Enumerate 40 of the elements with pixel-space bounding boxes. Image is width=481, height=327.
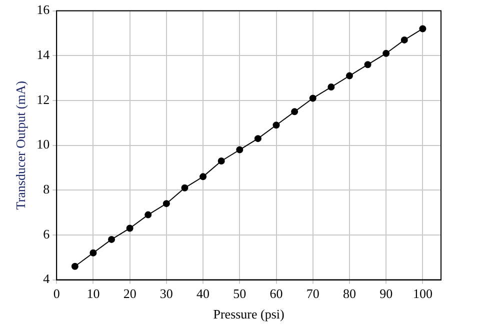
x-tick-label: 100 [412,286,432,302]
point [309,94,316,102]
x-tick-label: 10 [86,286,100,302]
y-tick-label: 10 [36,136,50,152]
y-tick-label: 4 [43,271,50,286]
point [144,211,152,218]
point [272,122,280,129]
y-tick-label: 12 [36,92,50,107]
x-tick-label: 90 [380,286,393,302]
y-tick-label: 14 [36,47,50,62]
point [419,25,426,32]
point [108,236,116,243]
x-tick-label: 20 [123,286,136,302]
x-tick-label: 70 [306,286,320,302]
point [364,61,372,68]
point [328,84,335,91]
point [236,146,244,154]
y-tick-label: 8 [43,182,50,197]
point [181,184,188,192]
point [346,72,353,80]
point [218,157,225,164]
y-tick-label: 6 [43,226,50,242]
y-axis-title: Transducer Output (mA) [13,80,28,210]
x-tick-label: 60 [270,286,283,302]
point [291,108,298,116]
point [382,50,390,57]
point [71,262,78,270]
point [90,249,97,256]
x-tick-label: 50 [233,286,246,302]
x-axis-title: Pressure (psi) [213,306,284,322]
point [400,36,408,44]
x-tick-label: 30 [160,286,173,302]
y-tick-label: 16 [36,2,50,18]
point [126,224,134,232]
point [200,173,207,180]
point [162,200,170,208]
x-tick-label: 40 [196,286,210,302]
x-tick-label: 80 [342,286,356,302]
x-tick-label: 0 [53,286,60,302]
point [254,135,262,142]
